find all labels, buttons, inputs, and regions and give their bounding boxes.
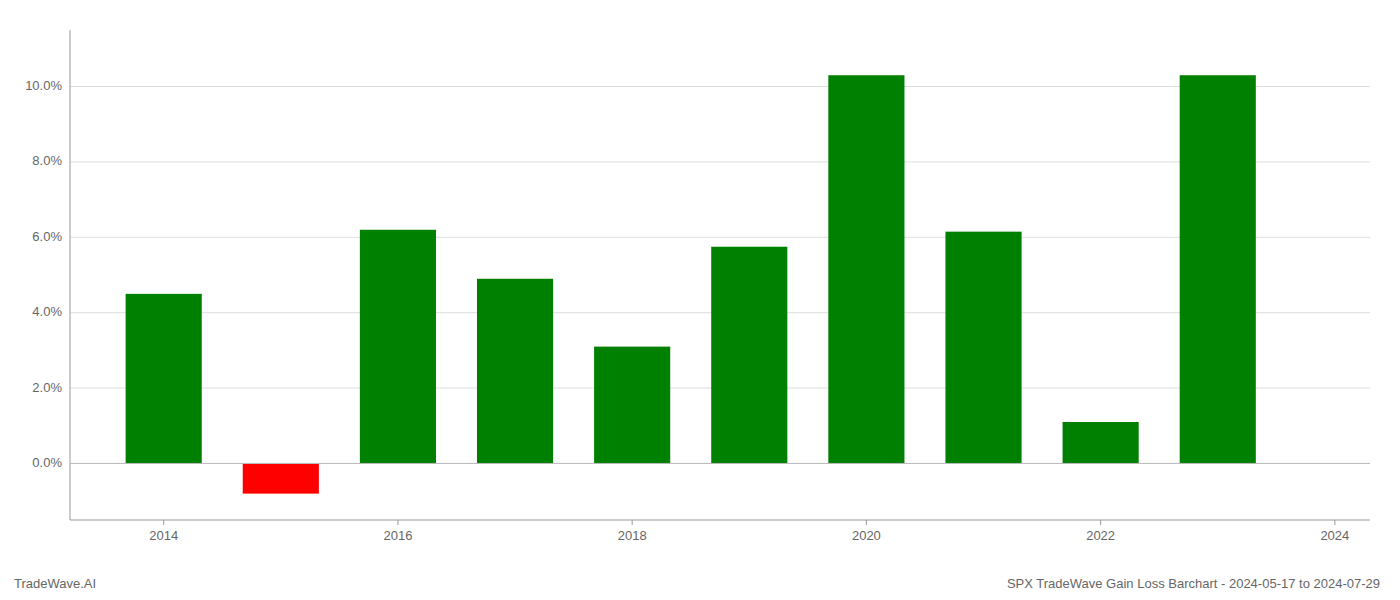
x-tick xyxy=(1334,520,1335,525)
x-tick-label: 2022 xyxy=(1086,528,1115,543)
x-tick xyxy=(632,520,633,525)
chart-container: 0.0% 2.0% 4.0% 6.0% 8.0% 10.0% 2014 2016 2018 202… xyxy=(0,0,1400,600)
y-tick-label: 4.0% xyxy=(32,304,62,319)
x-tick xyxy=(163,520,164,525)
y-tick-label: 6.0% xyxy=(32,229,62,244)
bar xyxy=(1063,422,1139,463)
bar xyxy=(828,75,904,463)
bar xyxy=(945,232,1021,464)
y-tick-labels: 0.0% 2.0% 4.0% 6.0% 8.0% 10.0% xyxy=(25,78,62,470)
x-tick xyxy=(397,520,398,525)
grid-line xyxy=(70,161,1370,162)
x-tick xyxy=(1100,520,1101,525)
bar xyxy=(711,247,787,464)
x-ticks: 2014 2016 2018 2020 2022 2024 xyxy=(149,520,1349,543)
bars xyxy=(126,75,1256,493)
x-tick-label: 2020 xyxy=(852,528,881,543)
grid-line xyxy=(70,86,1370,87)
y-axis-line xyxy=(70,30,71,520)
title: SPX TradeWave Gain Loss Barchart - 2024-… xyxy=(1007,576,1380,591)
y-grid xyxy=(70,87,1370,464)
bar xyxy=(1180,75,1256,463)
bar xyxy=(126,294,202,464)
grid-line xyxy=(70,237,1370,238)
bar xyxy=(243,463,319,493)
grid-line xyxy=(70,463,1370,464)
x-tick-label: 2018 xyxy=(618,528,647,543)
x-tick xyxy=(866,520,867,525)
footer-annotation: TradeWave.AI xyxy=(14,576,96,591)
y-tick-label: 10.0% xyxy=(25,78,62,93)
bar xyxy=(477,279,553,464)
y-tick-label: 2.0% xyxy=(32,380,62,395)
x-axis-line xyxy=(70,520,1370,521)
chart: 0.0% 2.0% 4.0% 6.0% 8.0% 10.0% 2014 2016 2018 202… xyxy=(0,0,1400,600)
x-tick-label: 2024 xyxy=(1320,528,1349,543)
page: {"chart_data": {"type": "bar", "title": … xyxy=(0,0,1400,600)
bar xyxy=(594,347,670,464)
zero-line xyxy=(70,463,1370,464)
y-tick-label: 0.0% xyxy=(32,455,62,470)
y-tick-label: 8.0% xyxy=(32,153,62,168)
x-tick-label: 2014 xyxy=(149,528,178,543)
x-tick-label: 2016 xyxy=(383,528,412,543)
bar xyxy=(360,230,436,464)
